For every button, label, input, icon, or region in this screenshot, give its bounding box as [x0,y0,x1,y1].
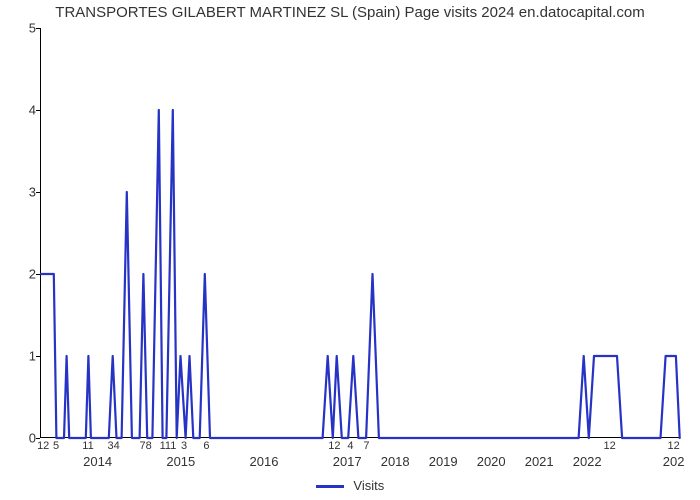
legend-swatch [316,485,344,488]
legend-label: Visits [353,478,384,493]
x-year-label: 2020 [477,454,506,469]
y-tick-mark [36,28,40,29]
x-value-label: 34 [107,440,119,452]
y-tick-label: 2 [20,267,36,282]
y-tick-label: 0 [20,431,36,446]
x-value-label: 111 [160,440,177,452]
y-tick-label: 1 [20,349,36,364]
x-value-label: 12 [667,440,679,452]
y-tick-mark [36,438,40,439]
visits-line [41,28,681,438]
x-value-label: 12 [603,440,615,452]
x-year-label: 2018 [381,454,410,469]
x-year-label: 2014 [83,454,112,469]
x-value-label: 4 [347,440,353,452]
x-value-label: 78 [139,440,151,452]
chart-container: TRANSPORTES GILABERT MARTINEZ SL (Spain)… [0,0,700,500]
y-tick-label: 5 [20,21,36,36]
x-year-label: 2019 [429,454,458,469]
legend: Visits [0,478,700,493]
y-tick-mark [36,192,40,193]
chart-title: TRANSPORTES GILABERT MARTINEZ SL (Spain)… [0,4,700,21]
y-tick-mark [36,274,40,275]
x-value-label: 11 [82,440,93,452]
x-value-label: 12 [37,440,49,452]
x-year-label: 2016 [250,454,279,469]
x-value-label: 12 [328,440,340,452]
x-value-label: 5 [53,440,59,452]
x-value-label: 6 [203,440,209,452]
x-year-label: 2015 [166,454,195,469]
y-tick-mark [36,110,40,111]
x-year-label: 2022 [573,454,602,469]
y-tick-label: 3 [20,185,36,200]
plot-area [40,28,680,438]
y-tick-mark [36,356,40,357]
x-year-label: 2021 [525,454,554,469]
y-tick-label: 4 [20,103,36,118]
x-value-label: 3 [181,440,187,452]
x-year-label: 2017 [333,454,362,469]
x-year-label: 202 [663,454,685,469]
x-value-label: 7 [363,440,369,452]
